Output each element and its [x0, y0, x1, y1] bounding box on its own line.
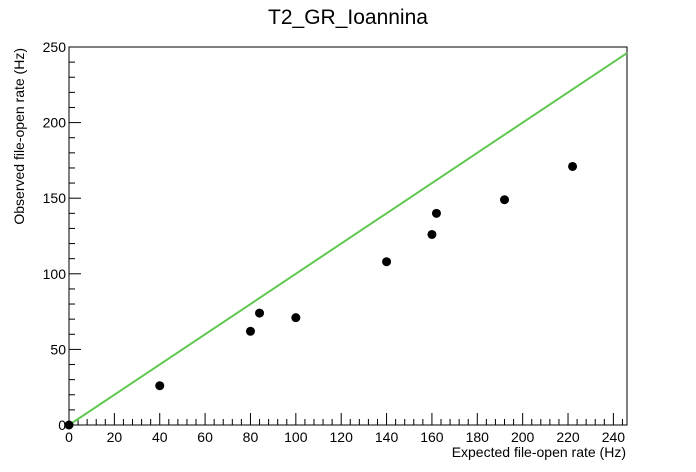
data-point: [500, 195, 510, 205]
y-tick-label: 0: [58, 417, 66, 433]
y-tick-label: 200: [43, 115, 67, 131]
data-point: [568, 161, 578, 171]
x-tick-label: 80: [243, 429, 259, 445]
data-point: [64, 420, 74, 430]
x-tick-label: 60: [197, 429, 213, 445]
y-tick-label: 50: [50, 341, 66, 357]
data-point: [245, 326, 255, 336]
chart-title: T2_GR_Ioannina: [268, 6, 428, 29]
x-tick-label: 40: [152, 429, 168, 445]
x-tick-label: 120: [330, 429, 354, 445]
x-tick-label: 20: [107, 429, 123, 445]
data-point: [382, 257, 392, 267]
x-tick-label: 180: [466, 429, 490, 445]
data-point: [291, 313, 301, 323]
x-tick-label: 160: [420, 429, 444, 445]
data-point: [155, 381, 165, 391]
y-tick-label: 100: [43, 266, 67, 282]
x-axis-title: Expected file-open rate (Hz): [452, 444, 626, 460]
x-tick-label: 0: [65, 429, 73, 445]
plot-area: 0 20 40 60 80 100 120 140 160 180 200 220 240 0 50 100 1…: [43, 39, 628, 445]
x-tick-label: 240: [602, 429, 626, 445]
y-axis-title: Observed file-open rate (Hz): [11, 48, 27, 225]
reference-line: [68, 52, 628, 426]
y-tick-label: 250: [43, 39, 67, 55]
y-tick-label: 150: [43, 190, 67, 206]
data-point: [255, 308, 265, 318]
x-tick-label: 220: [556, 429, 580, 445]
data-point: [427, 229, 437, 239]
x-tick-label: 200: [511, 429, 535, 445]
x-tick-label: 100: [284, 429, 308, 445]
data-point: [431, 208, 441, 218]
x-tick-label: 140: [375, 429, 399, 445]
plot-frame: [68, 46, 628, 426]
